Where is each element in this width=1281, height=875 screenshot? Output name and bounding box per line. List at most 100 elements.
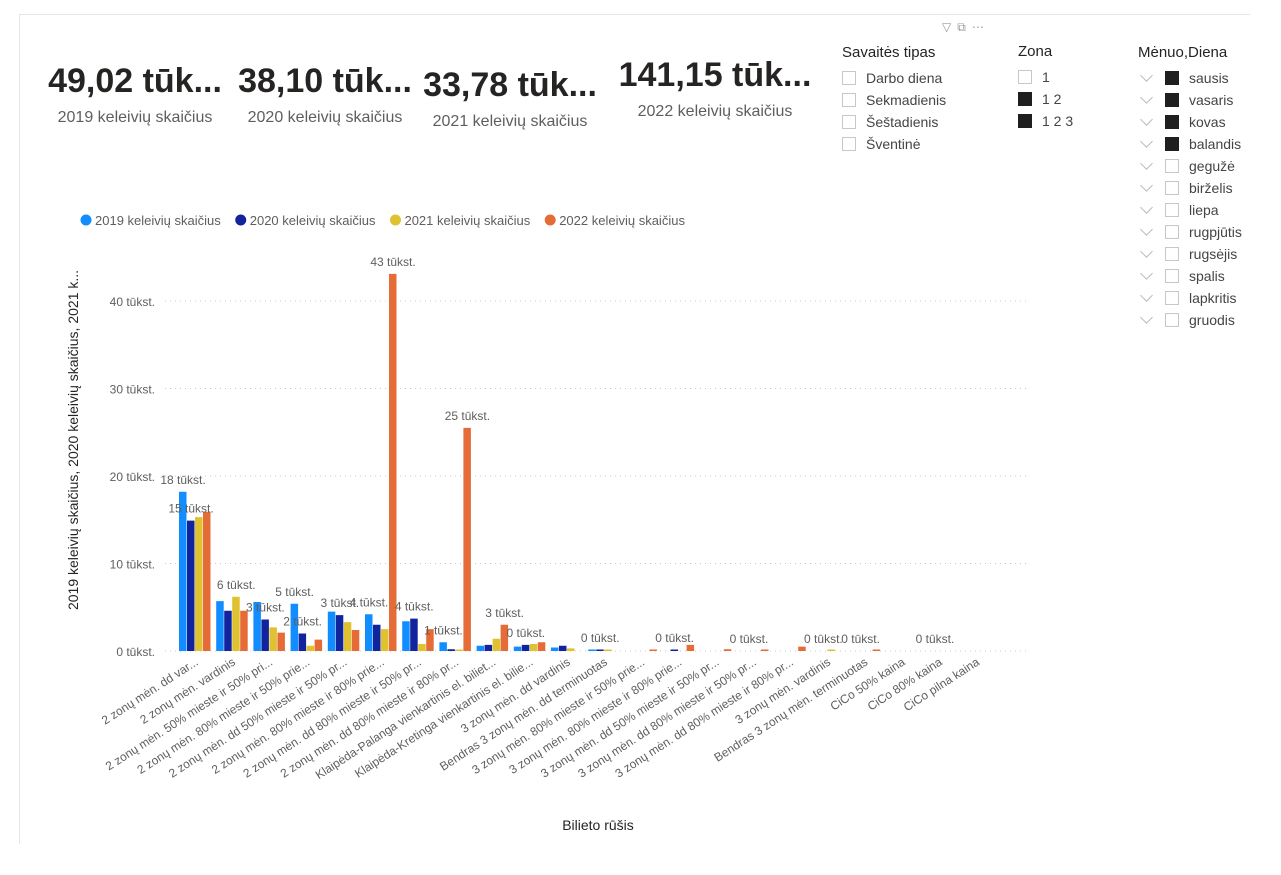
- data-label: 18 tūkst.: [160, 473, 205, 487]
- data-label: 5 tūkst.: [275, 585, 314, 599]
- checkbox[interactable]: [1165, 71, 1179, 85]
- y-tick-label: 20 tūkst.: [110, 470, 155, 484]
- slicer-item-zone[interactable]: 1 2: [1018, 88, 1073, 110]
- checkbox[interactable]: [1165, 203, 1179, 217]
- bar: [381, 629, 389, 651]
- chevron-down-icon[interactable]: [1140, 310, 1153, 324]
- checkbox[interactable]: [842, 137, 856, 151]
- slicer-item-label: Sekmadienis: [866, 92, 947, 108]
- chevron-down-icon[interactable]: [1140, 178, 1153, 192]
- kpi-card-2021: 33,78 tūk... 2021 keleivių skaičius: [420, 66, 600, 131]
- x-tick-label: 3 zonų mėn. dd 80% mieste ir 50% pr...: [575, 655, 758, 781]
- slicer-item-month[interactable]: sausis: [1138, 67, 1242, 89]
- bar: [179, 491, 187, 651]
- slicer-item-label: Šventinė: [866, 136, 921, 152]
- x-axis-title: Bilieto rūšis: [562, 817, 634, 833]
- more-options-icon[interactable]: ⋯: [971, 20, 990, 34]
- slicer-item-week[interactable]: Šventinė: [842, 133, 946, 155]
- bar: [187, 520, 195, 651]
- chevron-down-icon[interactable]: [1140, 90, 1153, 104]
- slicer-item-month[interactable]: lapkritis: [1138, 287, 1242, 309]
- bar: [798, 646, 806, 651]
- bar: [439, 642, 447, 651]
- chevron-down-icon[interactable]: [1140, 222, 1153, 236]
- chevron-down-icon[interactable]: [1140, 288, 1153, 302]
- legend-marker: [80, 214, 92, 226]
- data-label: 6 tūkst.: [217, 578, 256, 592]
- bar: [476, 645, 485, 651]
- slicer-item-month[interactable]: liepa: [1138, 199, 1242, 221]
- checkbox[interactable]: [1165, 313, 1179, 327]
- x-tick-label: 3 zonų mėn. 80% mieste ir 50% prie...: [469, 655, 647, 777]
- x-tick-label: Bendras 3 zonų mėn. terminuotas: [712, 655, 871, 765]
- slicer-item-zone[interactable]: 1 2 3: [1018, 110, 1073, 132]
- checkbox[interactable]: [1165, 225, 1179, 239]
- x-tick-label: 2 zonų mėn. 80% mieste ir 50% prie...: [135, 655, 313, 777]
- data-label: 4 tūkst.: [350, 595, 389, 609]
- slicer-item-zone[interactable]: 1: [1018, 66, 1073, 88]
- bar: [306, 645, 315, 651]
- x-tick-label: CiCo 80% kaina: [865, 655, 945, 714]
- bar: [389, 273, 397, 651]
- slicer-item-month[interactable]: balandis: [1138, 133, 1242, 155]
- slicer-item-month[interactable]: vasaris: [1138, 89, 1242, 111]
- filter-icon[interactable]: ▽: [942, 20, 958, 34]
- slicer-item-label: lapkritis: [1189, 290, 1237, 306]
- slicer-item-label: rugpjūtis: [1189, 224, 1242, 240]
- chevron-down-icon[interactable]: [1140, 266, 1153, 280]
- bar: [463, 427, 471, 651]
- checkbox[interactable]: [1165, 247, 1179, 261]
- focus-mode-icon[interactable]: ⧉: [957, 20, 972, 34]
- bar: [827, 649, 835, 651]
- bar: [426, 629, 434, 651]
- checkbox[interactable]: [842, 71, 856, 85]
- report-border: [19, 14, 20, 844]
- legend-marker: [389, 214, 401, 226]
- checkbox[interactable]: [1165, 93, 1179, 107]
- chevron-down-icon[interactable]: [1140, 156, 1153, 170]
- chevron-down-icon[interactable]: [1140, 200, 1153, 214]
- chevron-down-icon[interactable]: [1140, 112, 1153, 126]
- slicer-item-month[interactable]: gruodis: [1138, 309, 1242, 331]
- checkbox[interactable]: [1165, 269, 1179, 283]
- slicer-item-label: 1: [1042, 69, 1050, 85]
- slicer-title: Mėnuo,Diena: [1138, 44, 1228, 61]
- chevron-down-icon[interactable]: [1140, 244, 1153, 258]
- chevron-down-icon[interactable]: [1140, 68, 1153, 82]
- slicer-item-month[interactable]: birželis: [1138, 177, 1242, 199]
- slicer-item-label: Darbo diena: [866, 70, 943, 86]
- slicer-item-month[interactable]: rugpjūtis: [1138, 221, 1242, 243]
- checkbox[interactable]: [842, 93, 856, 107]
- checkbox[interactable]: [1018, 114, 1032, 128]
- chevron-down-icon[interactable]: [1140, 134, 1153, 148]
- slicer-item-month[interactable]: spalis: [1138, 265, 1242, 287]
- bar: [224, 610, 232, 651]
- checkbox[interactable]: [1165, 137, 1179, 151]
- slicer-item-week[interactable]: Darbo diena: [842, 67, 946, 89]
- slicer-item-month[interactable]: gegužė: [1138, 155, 1242, 177]
- x-tick-label: 3 zonų mėn. 80% mieste ir 80% prie...: [507, 655, 685, 777]
- slicer-title: Zona: [1018, 43, 1053, 60]
- bar: [240, 610, 248, 651]
- kpi-value: 38,10 tūk...: [238, 62, 412, 100]
- bar: [365, 614, 373, 651]
- bar: [232, 596, 240, 651]
- checkbox[interactable]: [1165, 159, 1179, 173]
- checkbox[interactable]: [842, 115, 856, 129]
- checkbox[interactable]: [1165, 291, 1179, 305]
- data-label: 0 tūkst.: [730, 632, 769, 646]
- bar: [455, 649, 463, 651]
- slicer-item-week[interactable]: Šeštadienis: [842, 111, 946, 133]
- slicer-item-month[interactable]: kovas: [1138, 111, 1242, 133]
- bar: [551, 647, 559, 651]
- bar: [686, 644, 695, 651]
- checkbox[interactable]: [1018, 92, 1032, 106]
- checkbox[interactable]: [1165, 181, 1179, 195]
- bar: [567, 648, 575, 651]
- slicer-item-month[interactable]: rugsėjis: [1138, 243, 1242, 265]
- checkbox[interactable]: [1165, 115, 1179, 129]
- slicer-item-week[interactable]: Sekmadienis: [842, 89, 946, 111]
- checkbox[interactable]: [1018, 70, 1032, 84]
- bar: [484, 644, 493, 651]
